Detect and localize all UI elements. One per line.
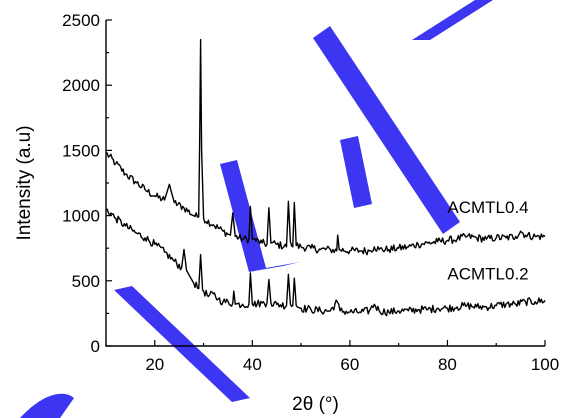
series-label-acmtl0.2: ACMTL0.2 [447,265,528,284]
x-tick-label: 40 [243,355,262,374]
watermark-stroke-l-foot [249,262,300,272]
y-tick-label: 0 [91,337,100,356]
y-tick-label: 2000 [62,76,100,95]
watermark-stroke-top-right [412,0,493,40]
watermark-stroke-diagonal-upper [313,26,460,234]
series-label-acmtl0.4: ACMTL0.4 [447,198,528,217]
x-tick-label: 20 [145,355,164,374]
labels: ACMTL0.4 ACMTL0.2 0 500 1000 1500 2000 2500 20 40… [14,11,559,415]
y-axis-title: Intensity (a.u) [14,125,35,240]
axes [105,19,546,347]
y-tick-label: 1500 [62,141,100,160]
x-tick-label: 80 [438,355,457,374]
plot-area [105,38,546,317]
watermark-stroke-bottom-curve [20,393,74,418]
series-line-acmtl0.2 [105,208,546,317]
watermark-stroke-i [340,136,372,208]
y-tick-label: 1000 [62,207,100,226]
y-tick-label: 2500 [62,11,100,30]
watermark-stroke-l-vertical [220,160,266,272]
watermark-stroke-n-bar [114,286,250,402]
y-tick-label: 500 [72,272,100,291]
watermark [20,0,493,418]
x-axis-title: 2θ (°) [292,394,339,415]
axis-lines [105,20,545,347]
x-tick-label: 100 [531,355,559,374]
series-line-acmtl0.4 [105,38,546,256]
x-tick-label: 60 [340,355,359,374]
